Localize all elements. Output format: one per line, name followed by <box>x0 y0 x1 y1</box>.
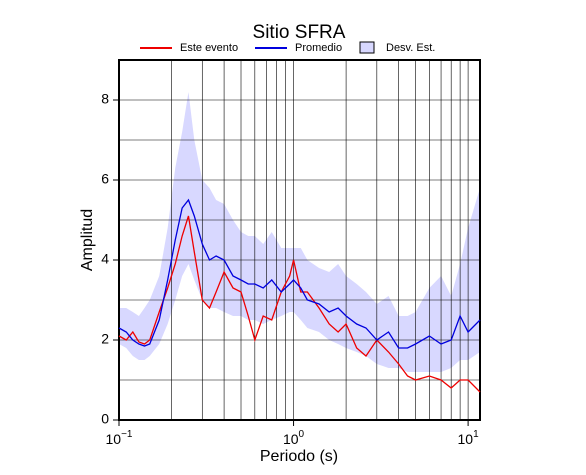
series-line <box>118 198 481 349</box>
y-tick-label: 4 <box>101 251 109 267</box>
x-tick-exponent: 0 <box>299 429 305 440</box>
data <box>119 92 480 372</box>
series-line <box>118 215 481 393</box>
legend-label: Desv. Est. <box>386 42 435 54</box>
grid <box>118 60 480 421</box>
y-tick-label: 8 <box>101 91 109 107</box>
x-tick-base: 10 <box>283 431 299 447</box>
x-tick-base: 10 <box>458 431 474 447</box>
y-axis-label: Amplitud <box>79 209 96 271</box>
y-tick-label: 0 <box>101 411 109 427</box>
x-tick-exponent: 1 <box>473 429 479 440</box>
x-tick-label: 100 <box>283 429 305 447</box>
chart-title: Sitio SFRA <box>253 22 346 43</box>
y-tick-label: 6 <box>101 171 109 187</box>
legend-label: Promedio <box>295 42 342 54</box>
std-band <box>119 92 480 372</box>
legend: Este evento Promedio Desv. Est. <box>140 41 435 54</box>
legend-swatch <box>359 41 375 54</box>
y-tick-label: 2 <box>101 331 109 347</box>
x-tick-label: 10−1 <box>106 429 133 447</box>
plot-frame <box>118 59 481 421</box>
x-axis-label: Periodo (s) <box>260 448 338 465</box>
x-tick-base: 10 <box>106 431 122 447</box>
legend-label: Este evento <box>180 42 238 54</box>
x-tick-label: 101 <box>458 429 480 447</box>
x-tick-exponent: −1 <box>121 429 133 440</box>
